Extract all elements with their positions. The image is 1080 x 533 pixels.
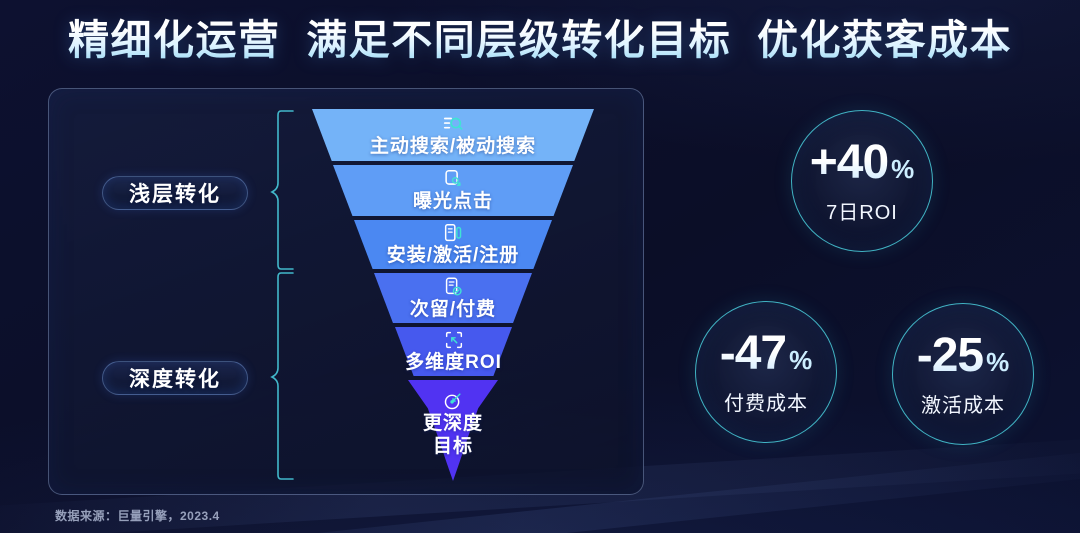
funnel-stage-shape xyxy=(312,109,594,161)
funnel-stage-label: 多维度ROI xyxy=(405,352,502,374)
funnel-stage-label-line1: 更深度 xyxy=(422,413,483,434)
funnel-panel: 浅层转化 深度转化 xyxy=(48,88,644,495)
stat-circle-roi: +40 % 7日ROI xyxy=(791,110,933,252)
stat-value: -25 xyxy=(916,329,984,382)
funnel-stage-label: 安装/激活/注册 xyxy=(386,245,520,267)
group-label-text: 浅层转化 xyxy=(129,183,221,206)
funnel-stage-shape xyxy=(354,220,552,269)
click-cursor-icon xyxy=(445,170,461,187)
funnel-stage-deep-target: 更深度 目标 xyxy=(408,380,498,481)
page-title: 精细化运营 满足不同层级转化目标 优化获客成本 xyxy=(0,6,1080,66)
stat-label: 激活成本 xyxy=(921,395,1005,417)
retention-pay-icon xyxy=(445,277,462,296)
stat-label: 7日ROI xyxy=(826,202,898,224)
funnel-stage-install: 安装/激活/注册 xyxy=(354,220,552,269)
brace-lines xyxy=(270,110,294,480)
funnel-stage-retention-pay: 次留/付费 xyxy=(374,273,532,323)
multi-roi-icon xyxy=(445,332,462,349)
funnel-stage-label: 主动搜索/被动搜索 xyxy=(369,135,537,157)
stat-value: +40 xyxy=(809,136,889,189)
deep-target-icon xyxy=(444,393,461,410)
stat-circle-pay-cost: -47 % 付费成本 xyxy=(695,301,837,443)
group-label-shallow: 浅层转化 xyxy=(102,176,248,210)
funnel-stage-label: 次留/付费 xyxy=(409,298,497,320)
funnel-stage-label-line2: 目标 xyxy=(432,435,473,457)
funnel-stage-roi: 多维度ROI xyxy=(395,327,512,376)
stat-value: -47 xyxy=(719,327,787,380)
brace-shallow xyxy=(270,110,294,270)
funnel-stage-shape xyxy=(333,165,573,216)
funnel-stage-label: 曝光点击 xyxy=(412,191,493,213)
stat-unit: % xyxy=(891,154,915,184)
brace-deep xyxy=(270,272,294,480)
conversion-funnel: 主动搜索/被动搜索 曝光点击 xyxy=(312,109,594,481)
funnel-stage-shape xyxy=(395,327,512,376)
stat-label: 付费成本 xyxy=(724,393,808,415)
install-register-icon xyxy=(444,224,462,242)
group-label-deep: 深度转化 xyxy=(102,361,248,395)
search-list-icon xyxy=(443,117,463,130)
funnel-stage-search: 主动搜索/被动搜索 xyxy=(312,109,594,161)
stat-unit: % xyxy=(789,345,813,375)
stat-unit: % xyxy=(986,347,1010,377)
funnel-stage-click: 曝光点击 xyxy=(333,165,573,216)
data-source-note: 数据来源：巨量引擎，2023.4 xyxy=(55,509,220,523)
group-label-text: 深度转化 xyxy=(129,368,221,391)
stat-circle-activation-cost: -25 % 激活成本 xyxy=(892,303,1034,445)
